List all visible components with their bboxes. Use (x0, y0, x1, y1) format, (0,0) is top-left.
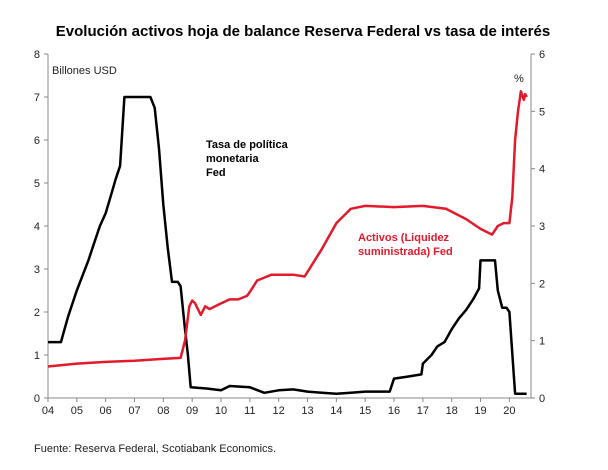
left-tick-label: 8 (34, 49, 40, 61)
x-tick-label: 04 (42, 405, 54, 417)
left-axis-unit-label: Billones USD (52, 65, 117, 77)
left-tick-label: 0 (34, 393, 40, 405)
x-tick-label: 14 (330, 405, 342, 417)
left-tick-label: 7 (34, 92, 40, 104)
balance-vs-rate-chart: Evolución activos hoja de balance Reserv… (34, 23, 550, 417)
x-tick-label: 19 (474, 405, 486, 417)
left-tick-label: 1 (34, 350, 40, 362)
x-tick-label: 13 (301, 405, 313, 417)
left-tick-label: 4 (34, 221, 40, 233)
x-tick-label: 09 (186, 405, 198, 417)
x-tick-label: 20 (503, 405, 515, 417)
series-layer (47, 90, 528, 395)
x-tick-label: 11 (244, 405, 255, 417)
policy-rate-line (48, 95, 527, 395)
policy-rate-label: monetaria (206, 153, 259, 165)
right-axis-unit-label: % (514, 73, 524, 85)
x-tick-label: 10 (215, 405, 227, 417)
chart-title: Evolución activos hoja de balance Reserv… (56, 23, 550, 40)
policy-rate-label: Fed (206, 167, 226, 179)
fed-assets-label: Activos (Liquidez (358, 232, 450, 244)
right-tick-label: 3 (539, 221, 545, 233)
x-tick-label: 07 (128, 405, 140, 417)
right-tick-label: 4 (539, 164, 545, 176)
x-tick-label: 08 (157, 405, 169, 417)
fed-assets-line (47, 90, 528, 368)
fed-assets-label: suministrada) Fed (358, 246, 453, 258)
left-tick-label: 6 (34, 135, 40, 147)
x-tick-label: 15 (359, 405, 371, 417)
source-note: Fuente: Reserva Federal, Scotiabank Econ… (34, 443, 277, 455)
annotations: Tasa de política monetaria Fed Activos (Liq… (206, 139, 453, 258)
x-tick-label: 16 (388, 405, 400, 417)
left-tick-label: 2 (34, 307, 40, 319)
left-tick-label: 3 (34, 264, 40, 276)
right-tick-label: 6 (539, 49, 545, 61)
x-tick-label: 06 (100, 405, 112, 417)
left-tick-label: 5 (34, 178, 40, 190)
right-tick-label: 0 (539, 393, 545, 405)
right-tick-label: 5 (539, 106, 545, 118)
right-tick-label: 1 (539, 336, 545, 348)
x-tick-label: 05 (71, 405, 83, 417)
x-tick-label: 12 (273, 405, 285, 417)
x-tick-label: 17 (417, 405, 429, 417)
x-tick-label: 18 (446, 405, 458, 417)
policy-rate-label: Tasa de política (206, 139, 289, 151)
right-tick-label: 2 (539, 278, 545, 290)
